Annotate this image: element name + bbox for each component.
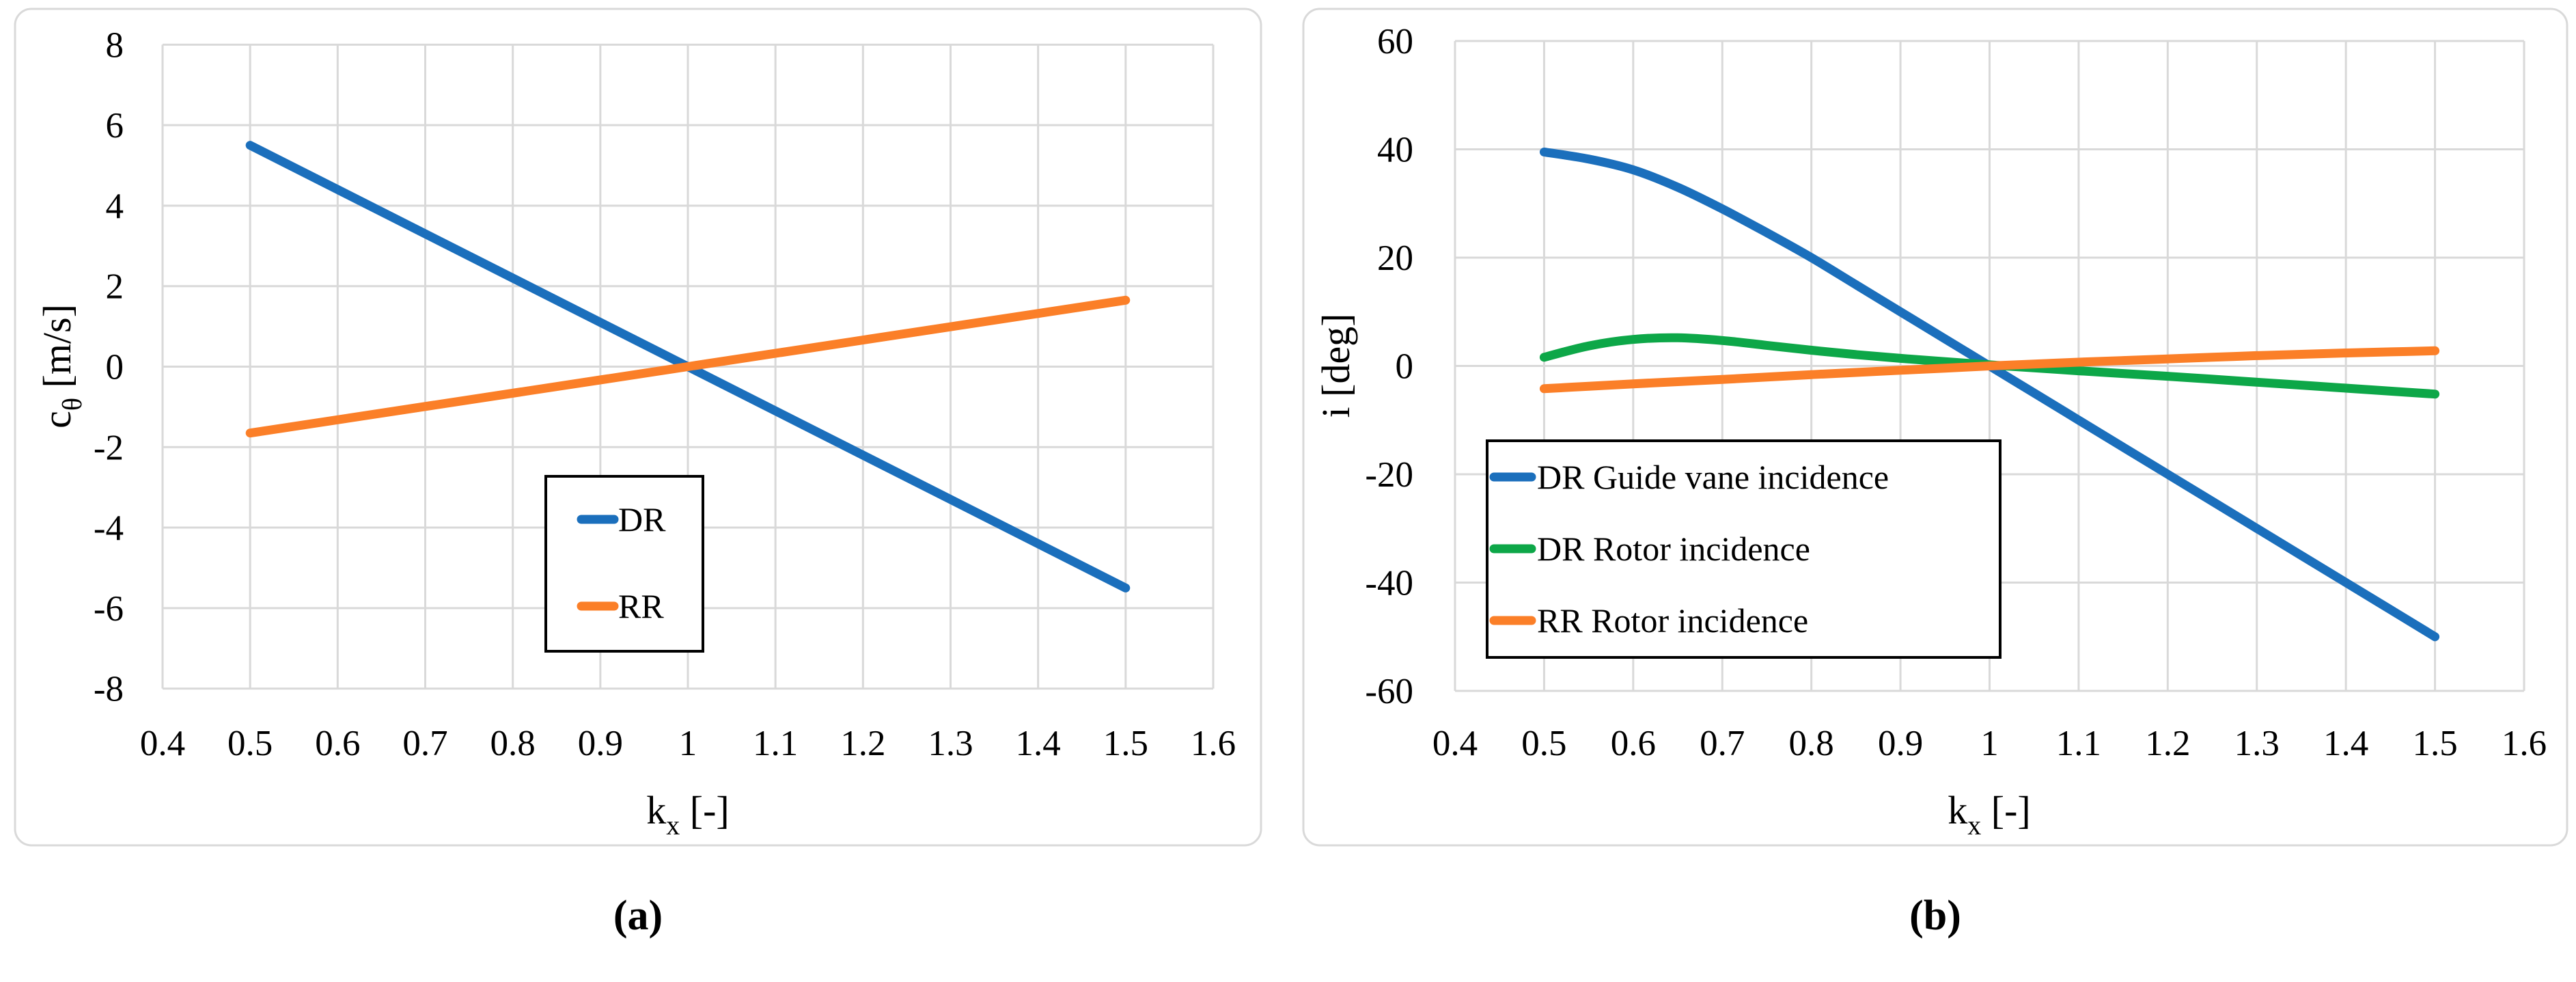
y-tick-label: -2 xyxy=(94,428,124,467)
legend-box xyxy=(1486,439,2002,659)
x-tick-label: 1.1 xyxy=(2056,724,2101,763)
y-tick-label: -8 xyxy=(94,670,124,709)
chart-b: 0.4 0.5 0.6 0.7 0.8 0.9 1 1.1 1.2 1.3 1.4 1.5 1.6 60 4… xyxy=(1302,8,2568,847)
y-tick-label: 4 xyxy=(106,187,124,226)
y-tick-label: -6 xyxy=(94,589,124,629)
legend-item-label: DR Guide vane incidence xyxy=(1537,458,1889,496)
x-tick-label: 1.2 xyxy=(2145,724,2190,763)
x-tick-label: 1 xyxy=(679,724,697,763)
x-tick-label: 1.5 xyxy=(1103,724,1148,763)
chart-area-border xyxy=(14,8,1262,847)
y-tick-label: 60 xyxy=(1377,22,1413,62)
series-line-rr xyxy=(245,295,1131,438)
x-tick-label: 1 xyxy=(1980,724,1999,763)
legend: DR RR xyxy=(544,475,704,653)
y-tick-label: -60 xyxy=(1365,672,1413,711)
x-tick-label: 1.3 xyxy=(928,724,973,763)
x-tick-label: 1.6 xyxy=(2502,724,2547,763)
chart-a-y-axis-title: cθ [m/s] xyxy=(35,304,87,428)
y-tick-label: -20 xyxy=(1365,455,1413,495)
legend-box xyxy=(544,475,704,653)
legend-item-label: DR xyxy=(618,500,666,538)
x-tick-label: 1.4 xyxy=(1016,724,1061,763)
series-line-rr-rotor-incidence xyxy=(1539,346,2440,394)
x-tick-label: 1.5 xyxy=(2412,724,2457,763)
y-tick-label: 6 xyxy=(106,106,124,146)
x-tick-label: 0.9 xyxy=(1878,724,1923,763)
x-tick-label: 0.5 xyxy=(227,724,273,763)
y-tick-label: -4 xyxy=(94,508,124,548)
x-tick-label: 0.5 xyxy=(1521,724,1566,763)
y-tick-label: 40 xyxy=(1377,131,1413,170)
legend-item-label: RR Rotor incidence xyxy=(1537,601,1808,640)
chart-a: 0.4 0.5 0.6 0.7 0.8 0.9 1 1.1 1.2 1.3 1.4 1.5 1.6 8 6 4… xyxy=(14,8,1262,847)
x-tick-label: 0.6 xyxy=(1611,724,1656,763)
x-tick-label: 1.3 xyxy=(2234,724,2280,763)
y-tick-label: 2 xyxy=(106,267,124,307)
y-tick-label: 0 xyxy=(1396,347,1414,387)
caption-a: (a) xyxy=(613,892,663,939)
y-tick-label: 20 xyxy=(1377,238,1413,278)
x-tick-label: 0.9 xyxy=(578,724,623,763)
x-tick-label: 0.8 xyxy=(490,724,536,763)
y-tick-label: 0 xyxy=(106,348,124,387)
x-tick-label: 1.1 xyxy=(753,724,798,763)
chart-b-y-axis-title: i [deg] xyxy=(1314,314,1358,418)
y-tick-label: -40 xyxy=(1365,564,1413,603)
x-tick-label: 1.2 xyxy=(840,724,885,763)
y-tick-label: 8 xyxy=(106,25,124,65)
legend-item-label: RR xyxy=(618,587,664,625)
x-tick-label: 1.4 xyxy=(2323,724,2368,763)
legend: DR Guide vane incidence DR Rotor incidenc… xyxy=(1486,439,2002,659)
x-tick-label: 0.6 xyxy=(315,724,360,763)
chart-b-x-axis-title: kx [-] xyxy=(1948,788,2030,841)
x-tick-label: 0.7 xyxy=(402,724,447,763)
chart-a-x-axis-title: kx [-] xyxy=(646,788,729,841)
x-tick-label: 0.8 xyxy=(1789,724,1834,763)
x-tick-label: 0.4 xyxy=(1432,724,1478,763)
x-tick-label: 0.7 xyxy=(1700,724,1745,763)
legend-item-label: DR Rotor incidence xyxy=(1537,530,1810,568)
chart-area-border xyxy=(1302,8,2568,847)
caption-b: (b) xyxy=(1909,892,1961,939)
x-tick-label: 1.6 xyxy=(1191,724,1236,763)
x-tick-label: 0.4 xyxy=(140,724,185,763)
